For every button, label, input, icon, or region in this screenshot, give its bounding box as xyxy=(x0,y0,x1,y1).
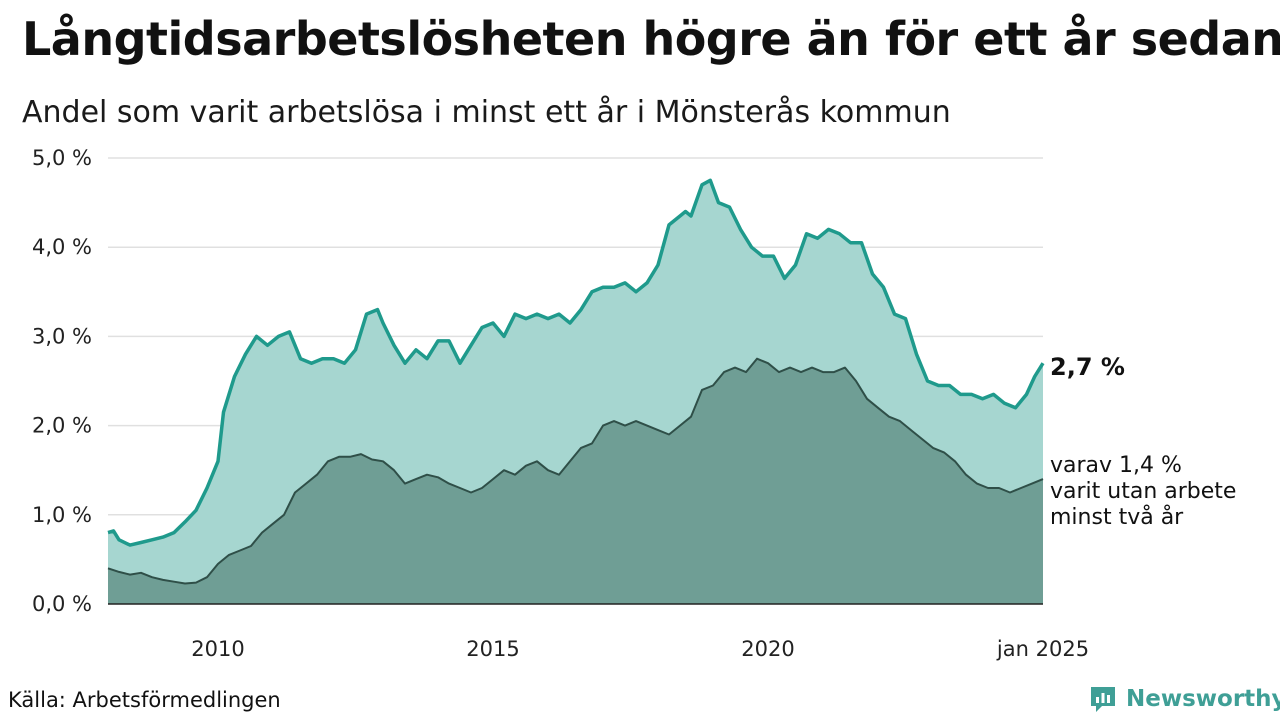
x-tick-label: jan 2025 xyxy=(996,637,1089,661)
y-axis: 0,0 % 1,0 % 2,0 % 3,0 % 4,0 % 5,0 % xyxy=(32,146,92,616)
chart-title: Långtidsarbetslösheten högre än för ett … xyxy=(22,12,1280,66)
brand-logo[interactable]: Newsworthy xyxy=(1088,684,1280,714)
line-series-minst-tva-ar xyxy=(107,357,1044,585)
annotation-line-3: minst två år xyxy=(1050,504,1184,530)
annotation-line-1: varav 1,4 % xyxy=(1050,453,1182,478)
y-tick-label: 5,0 % xyxy=(32,146,92,170)
chart-subtitle: Andel som varit arbetslösa i minst ett å… xyxy=(22,95,951,130)
y-tick-label: 0,0 % xyxy=(32,592,92,616)
x-tick-label: 2010 xyxy=(191,637,244,661)
y-tick-label: 4,0 % xyxy=(32,235,92,259)
area-chart: 0,0 %1,0 %2,0 %3,0 %4,0 %5,0 % 2010 2015 2… xyxy=(32,146,1236,661)
area-series-minst-tva-ar xyxy=(108,358,1043,604)
x-tick-label: 2015 xyxy=(466,637,519,661)
x-axis: 2010 2015 2020 jan 2025 xyxy=(191,637,1089,661)
x-tick-label: 2020 xyxy=(741,637,794,661)
y-tick-label: 1,0 % xyxy=(32,503,92,527)
y-tick-label: 3,0 % xyxy=(32,324,92,348)
annotation-line-2: varit utan arbete xyxy=(1050,479,1236,504)
line-series-minst-ett-ar xyxy=(107,178,1045,547)
brand-name: Newsworthy xyxy=(1126,686,1280,712)
source-note: Källa: Arbetsförmedlingen xyxy=(8,688,281,712)
y-tick-label: 2,0 % xyxy=(32,414,92,438)
end-value-label: 2,7 % xyxy=(1050,353,1125,381)
newsworthy-logo-icon xyxy=(1091,687,1115,712)
